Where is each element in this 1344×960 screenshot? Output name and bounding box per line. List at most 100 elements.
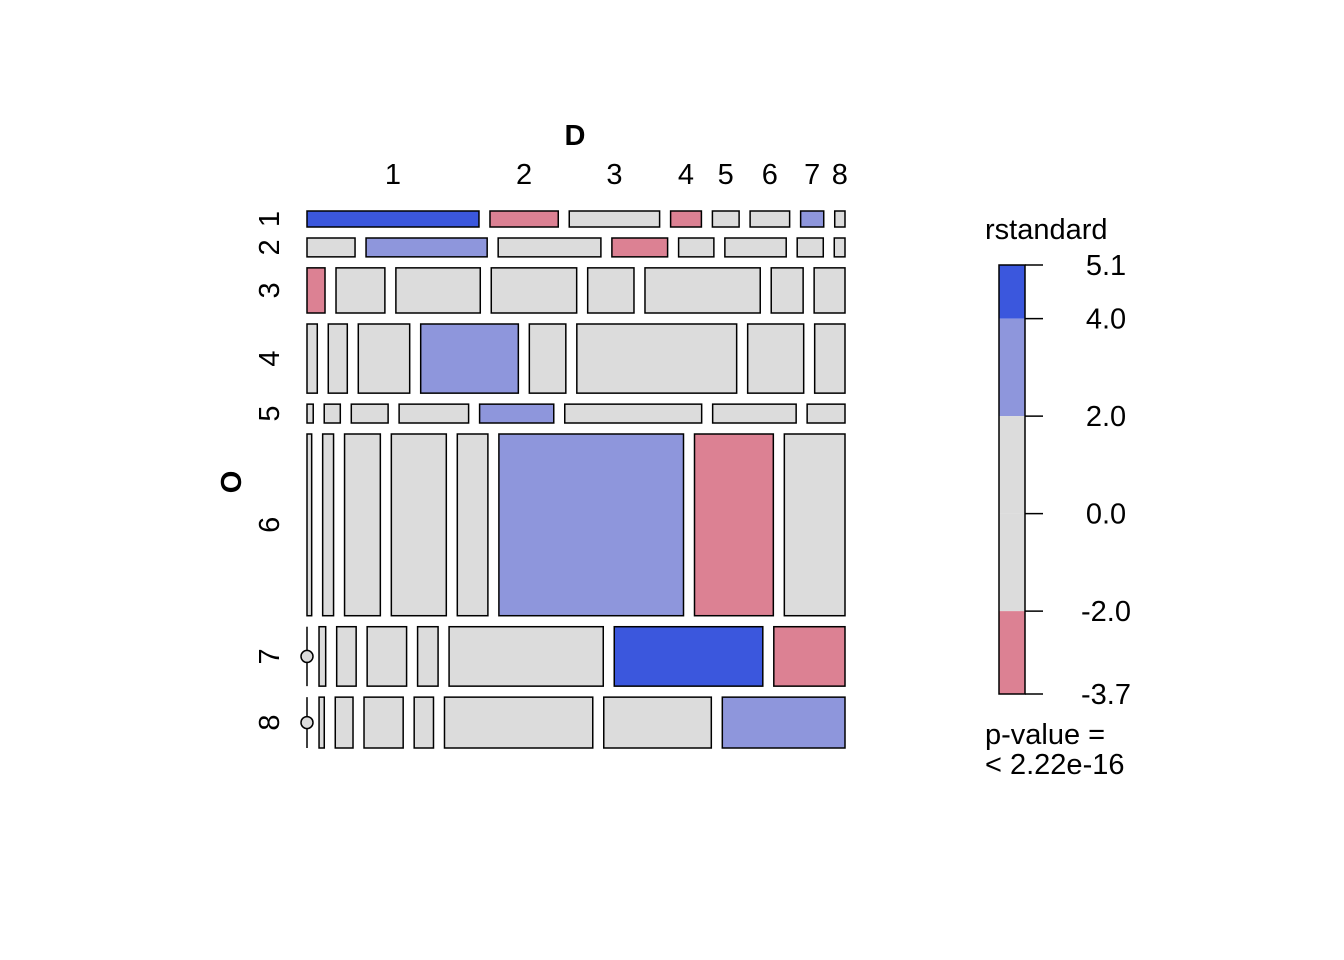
mosaic-tile [350, 403, 389, 424]
mosaic-tile [343, 433, 382, 617]
zero-cell-marker [300, 697, 314, 748]
mosaic-tile [306, 267, 326, 314]
x-tick-label: 7 [804, 159, 820, 191]
mosaic-tile [390, 433, 448, 617]
mosaic-tile [746, 323, 805, 394]
mosaic-tile [711, 403, 797, 424]
mosaic-tile [721, 696, 846, 749]
y-variable-label: O [216, 471, 248, 494]
mosaic-tile [318, 696, 326, 749]
mosaic-tile [413, 696, 435, 749]
mosaic-tile [833, 237, 846, 258]
mosaic-tile [603, 696, 713, 749]
legend-tick-label: 5.1 [1086, 250, 1126, 282]
x-tick-label: 6 [762, 159, 778, 191]
mosaic-tile [586, 267, 635, 314]
mosaic-tile [644, 267, 761, 314]
y-tick-label: 1 [254, 211, 286, 227]
x-variable-label: D [565, 120, 586, 152]
y-tick-label: 3 [254, 282, 286, 298]
mosaic-tile [357, 323, 411, 394]
mosaic-tile [724, 237, 787, 258]
y-tick-label: 2 [254, 239, 286, 255]
mosaic-tile [711, 210, 740, 228]
mosaic-tile [443, 696, 594, 749]
x-tick-label: 5 [718, 159, 734, 191]
mosaic-tile [749, 210, 791, 228]
legend-tick-label: 0.0 [1086, 499, 1126, 531]
y-tick-label: 6 [254, 517, 286, 533]
y-tick-labels: 1 2 3 4 5 6 7 8 [254, 211, 286, 731]
y-tick-label: 4 [254, 351, 286, 367]
x-tick-label: 4 [678, 159, 694, 191]
p-value-label: p-value = [985, 719, 1105, 751]
mosaic-tile [669, 210, 703, 228]
mosaic-tile [773, 625, 846, 687]
legend-bar-border [998, 264, 1026, 695]
mosaic-tile [321, 433, 335, 617]
mosaic-tile [497, 237, 602, 258]
mosaic-tile [306, 237, 356, 258]
mosaic-tile [611, 237, 669, 258]
mosaic-tile [366, 625, 408, 687]
legend-tick-label: -3.7 [1081, 679, 1131, 711]
mosaic-tile [489, 210, 560, 228]
mosaic-tile [306, 433, 313, 617]
residual-legend: rstandard 5.1 4.0 2.0 0.0 -2.0 -3.7 p-value =… [985, 214, 1131, 781]
mosaic-tile [395, 267, 482, 314]
mosaic-tile [327, 323, 349, 394]
mosaic-tile [693, 433, 775, 617]
legend-band [999, 265, 1025, 319]
mosaic-tile [490, 267, 578, 314]
legend-tick-label: -2.0 [1081, 596, 1131, 628]
mosaic-tile [677, 237, 715, 258]
legend-band [999, 513, 1025, 612]
p-value-text: < 2.22e-16 [985, 749, 1124, 781]
mosaic-tile [833, 210, 846, 228]
x-tick-label: 1 [385, 159, 401, 191]
mosaic-tile [318, 625, 327, 687]
mosaic-tile [335, 625, 357, 687]
mosaic-tile [576, 323, 738, 394]
mosaic-tile [568, 210, 661, 228]
mosaic-tile [334, 696, 354, 749]
mosaic-tile [448, 625, 605, 687]
mosaic-tile [528, 323, 567, 394]
y-tick-label: 5 [254, 406, 286, 422]
mosaic-tile [799, 210, 825, 228]
mosaic-tile [813, 267, 846, 314]
legend-band [999, 611, 1025, 694]
mosaic-tile [306, 210, 480, 228]
mosaic-tile [456, 433, 489, 617]
mosaic-tile [335, 267, 386, 314]
y-tick-label: 8 [254, 715, 286, 731]
mosaic-tile [365, 237, 488, 258]
mosaic-tiles [300, 210, 846, 749]
mosaic-tile [813, 323, 846, 394]
mosaic-tile [770, 267, 804, 314]
mosaic-tile [363, 696, 404, 749]
mosaic-tile [796, 237, 825, 258]
legend-tick-labels: 5.1 4.0 2.0 0.0 -2.0 -3.7 [1025, 250, 1131, 711]
mosaic-tile [564, 403, 703, 424]
mosaic-tile [419, 323, 520, 394]
mosaic-tile [478, 403, 555, 424]
legend-tick-label: 4.0 [1086, 304, 1126, 336]
legend-title: rstandard [985, 214, 1108, 246]
y-tick-label: 7 [254, 648, 286, 664]
zero-cell-marker [300, 626, 314, 687]
mosaic-tile [398, 403, 470, 424]
mosaic-tile [306, 323, 319, 394]
mosaic-tile [613, 625, 764, 687]
mosaic-tile [783, 433, 846, 617]
mosaic-tile [323, 403, 342, 424]
legend-band [999, 416, 1025, 514]
mosaic-tile [806, 403, 846, 424]
legend-band [999, 318, 1025, 417]
x-tick-label: 8 [832, 159, 848, 191]
legend-color-bar [998, 264, 1026, 695]
mosaic-tile [416, 625, 439, 687]
x-tick-label: 3 [606, 159, 622, 191]
